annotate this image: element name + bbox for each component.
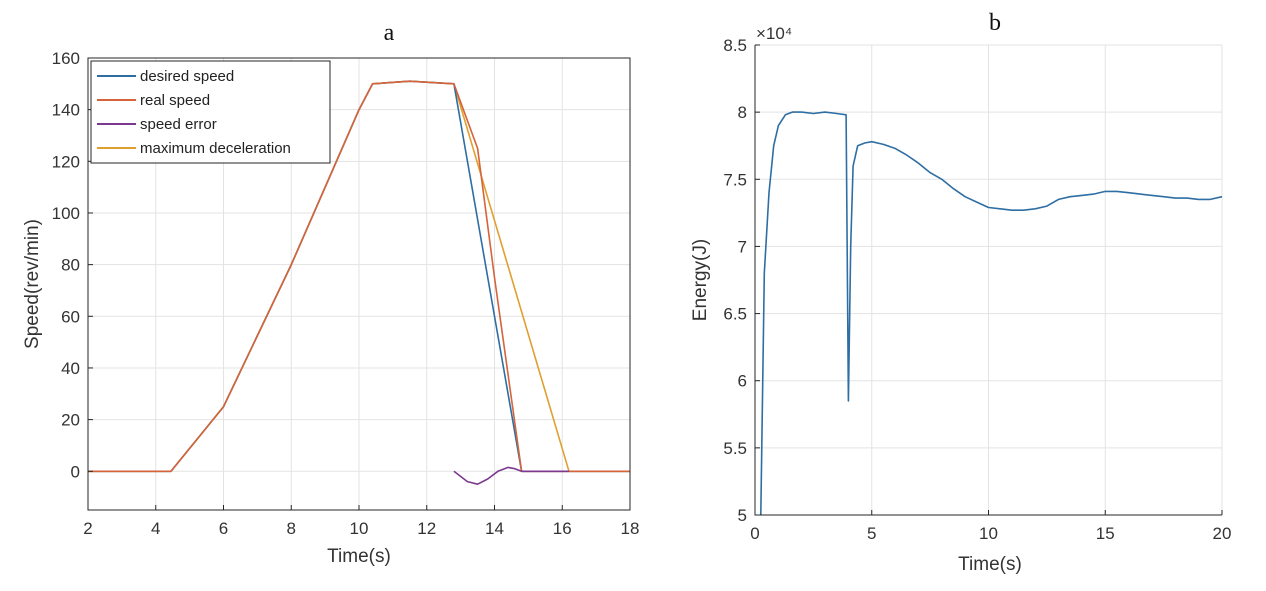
y-tick-label: 8.5	[723, 36, 747, 55]
x-tick-label: 20	[1213, 524, 1232, 543]
y-tick-label: 6.5	[723, 305, 747, 324]
y-tick-label: 5.5	[723, 439, 747, 458]
x-tick-label: 6	[219, 519, 228, 538]
x-tick-label: 4	[151, 519, 160, 538]
y-tick-label: 8	[738, 103, 747, 122]
x-tick-label: 2	[83, 519, 92, 538]
panel-b-y-ticks: 5 5.5 6 6.5 7 7.5 8 8.5	[723, 36, 760, 525]
x-tick-label: 10	[979, 524, 998, 543]
panel-b-title: b	[989, 10, 1001, 36]
panel-b-lines	[760, 111, 1223, 516]
y-tick-label: 120	[52, 152, 80, 171]
x-tick-label: 8	[287, 519, 296, 538]
legend-box	[90, 60, 331, 164]
y-tick-label: 5	[738, 506, 747, 525]
panel-a-lines	[88, 80, 630, 486]
x-tick-label: 10	[350, 519, 369, 538]
y-tick-label: 160	[52, 49, 80, 68]
y-tick-label: 80	[61, 256, 80, 275]
y-tick-label: 0	[71, 462, 80, 481]
panel-a-x-axis-label: Time(s)	[327, 546, 391, 567]
x-tick-label: 14	[485, 519, 504, 538]
y-tick-label: 7.5	[723, 170, 747, 189]
legend-label-desired-speed: desired speed	[140, 68, 234, 85]
x-tick-label: 0	[750, 524, 759, 543]
x-tick-label: 18	[621, 519, 640, 538]
y-tick-label: 40	[61, 359, 80, 378]
y-tick-label: 7	[738, 237, 747, 256]
panel-a-y-axis-label: Speed(rev/min)	[22, 219, 43, 349]
panel-a: a 2 4 6 8 10 12 14 16 18 0 20 40 60 80 100 120 140 160 T…	[22, 20, 639, 567]
panel-a-y-ticks: 0 20 40 60 80 100 120 140 160	[52, 49, 93, 481]
panel-b-y-axis-label: Energy(J)	[690, 239, 711, 321]
panel-a-x-ticks: 2 4 6 8 10 12 14 16 18	[83, 505, 639, 538]
panel-b-x-axis-label: Time(s)	[958, 554, 1022, 575]
panel-a-legend: desired speed real speed speed error max…	[90, 60, 331, 164]
y-tick-label: 60	[61, 307, 80, 326]
x-tick-label: 5	[867, 524, 876, 543]
series-line-speed-error	[453, 466, 569, 486]
y-tick-label: 6	[738, 372, 747, 391]
x-tick-label: 16	[553, 519, 572, 538]
y-tick-label: 140	[52, 101, 80, 120]
panel-b: b 0 5 10 15 20 55.566.577.588.5 ×10⁴ Time(s)…	[690, 10, 1231, 575]
y-tick-label: 100	[52, 204, 80, 223]
series-line-energy	[760, 111, 1223, 516]
panel-b-x-ticks: 0 5 10 15 20	[750, 510, 1231, 543]
x-tick-label: 15	[1096, 524, 1115, 543]
y-tick-label: 20	[61, 411, 80, 430]
panel-a-title: a	[384, 20, 395, 46]
legend-label-real-speed: real speed	[140, 92, 210, 109]
panel-b-axis-multiplier: ×10⁴	[756, 24, 792, 43]
x-tick-label: 12	[417, 519, 436, 538]
legend-label-maximum-deceleration: maximum deceleration	[140, 140, 291, 157]
legend-label-speed-error: speed error	[140, 116, 217, 133]
